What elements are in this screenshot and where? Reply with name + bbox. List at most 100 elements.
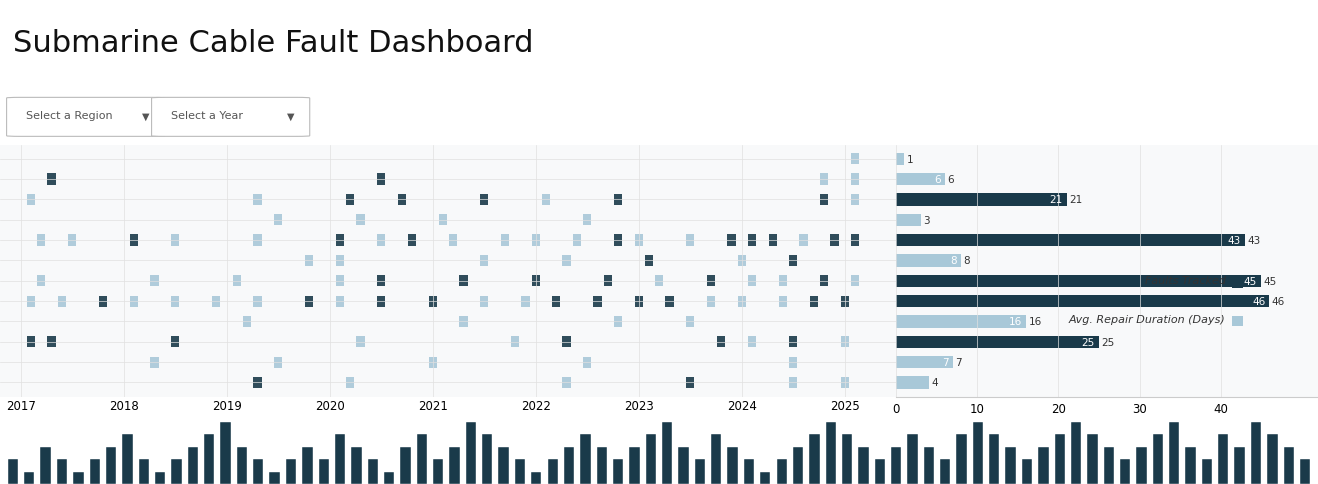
Bar xyxy=(687,235,695,246)
Bar xyxy=(531,275,540,287)
Bar xyxy=(237,447,246,484)
Bar xyxy=(26,296,36,307)
Bar xyxy=(220,422,231,484)
Bar xyxy=(891,447,902,484)
Bar xyxy=(1202,459,1213,484)
Bar xyxy=(47,174,55,185)
Bar xyxy=(728,447,738,484)
Bar xyxy=(156,471,165,484)
Bar xyxy=(1120,459,1131,484)
Bar xyxy=(728,235,735,246)
Bar xyxy=(924,447,934,484)
Bar xyxy=(743,459,754,484)
Bar xyxy=(377,174,385,185)
Text: Select a Region: Select a Region xyxy=(26,111,113,121)
Bar xyxy=(356,336,365,348)
Bar xyxy=(356,215,365,226)
Bar xyxy=(347,195,355,206)
Text: 3: 3 xyxy=(923,215,929,225)
Bar xyxy=(593,296,601,307)
Text: 6: 6 xyxy=(948,175,954,185)
Bar xyxy=(150,275,158,287)
Bar xyxy=(129,296,138,307)
Bar xyxy=(841,296,849,307)
Bar xyxy=(851,154,859,165)
Bar xyxy=(123,434,133,484)
Bar xyxy=(830,235,838,246)
Bar xyxy=(138,459,149,484)
Text: 45: 45 xyxy=(1244,276,1257,286)
Bar xyxy=(377,275,385,287)
Bar xyxy=(645,256,654,267)
Bar xyxy=(896,153,904,166)
Bar xyxy=(480,296,488,307)
Bar xyxy=(841,336,849,348)
Bar xyxy=(655,275,663,287)
Text: 8: 8 xyxy=(950,256,957,266)
Bar xyxy=(1072,422,1081,484)
Bar xyxy=(820,195,828,206)
Bar xyxy=(26,336,36,348)
Bar xyxy=(666,296,673,307)
Bar xyxy=(351,447,361,484)
Bar xyxy=(69,235,76,246)
Text: 6: 6 xyxy=(934,175,941,185)
Bar xyxy=(90,459,100,484)
Text: Select a Year: Select a Year xyxy=(171,111,244,121)
Bar xyxy=(564,447,575,484)
Bar xyxy=(858,447,869,484)
Bar xyxy=(24,471,34,484)
Text: 43: 43 xyxy=(1247,236,1261,245)
Bar xyxy=(1267,434,1277,484)
Text: 43: 43 xyxy=(1227,236,1242,245)
Bar xyxy=(573,235,581,246)
Bar xyxy=(779,275,787,287)
Text: 1: 1 xyxy=(907,154,913,165)
Bar xyxy=(274,215,282,226)
Bar xyxy=(1087,434,1098,484)
Bar xyxy=(1185,447,1195,484)
Text: 4: 4 xyxy=(931,378,937,388)
Bar xyxy=(498,447,509,484)
Bar xyxy=(851,275,859,287)
Bar xyxy=(501,235,509,246)
Bar xyxy=(800,235,808,246)
Bar xyxy=(401,447,411,484)
Bar xyxy=(428,296,436,307)
Bar xyxy=(896,194,1066,206)
Bar xyxy=(57,459,67,484)
Text: 46: 46 xyxy=(1272,297,1285,306)
Bar xyxy=(204,434,215,484)
Bar xyxy=(896,235,1246,247)
Text: 45: 45 xyxy=(1264,276,1277,286)
Bar xyxy=(1103,447,1114,484)
Text: 16: 16 xyxy=(1028,317,1041,327)
Bar xyxy=(531,235,540,246)
Bar xyxy=(706,275,714,287)
Bar xyxy=(988,434,999,484)
Bar xyxy=(171,235,179,246)
Bar xyxy=(274,357,282,368)
Bar xyxy=(74,471,83,484)
Bar xyxy=(614,235,622,246)
Bar xyxy=(552,296,560,307)
Text: 7: 7 xyxy=(942,357,949,367)
Bar xyxy=(233,275,241,287)
Bar xyxy=(634,296,643,307)
Bar xyxy=(1153,434,1162,484)
Bar xyxy=(187,447,198,484)
Bar xyxy=(171,459,182,484)
Text: 8: 8 xyxy=(963,256,970,266)
Bar xyxy=(613,459,623,484)
Text: 25: 25 xyxy=(1102,337,1115,347)
Bar xyxy=(547,459,558,484)
Bar xyxy=(449,447,460,484)
Bar xyxy=(99,296,107,307)
Text: ▼: ▼ xyxy=(287,111,295,121)
Bar xyxy=(1039,447,1049,484)
Bar xyxy=(304,256,314,267)
Bar xyxy=(243,316,252,327)
Bar xyxy=(706,296,714,307)
Bar xyxy=(747,275,757,287)
Bar xyxy=(398,195,406,206)
